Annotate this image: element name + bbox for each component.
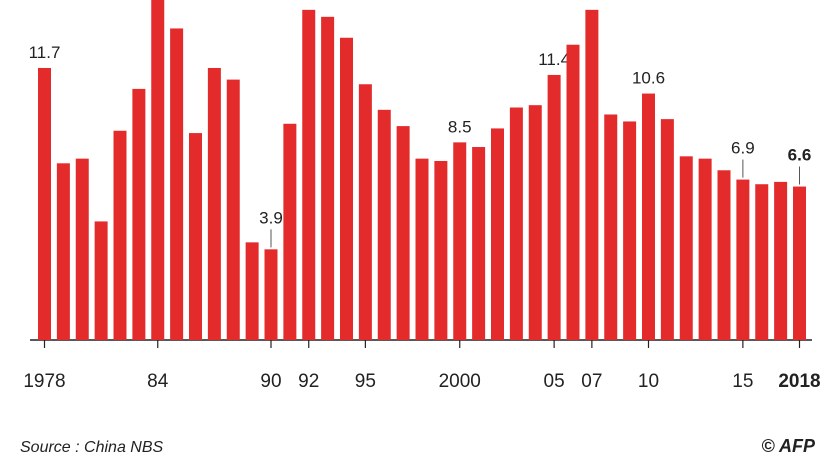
bar	[717, 170, 731, 340]
bar	[623, 121, 637, 340]
x-tick-label: 2018	[778, 371, 820, 392]
bar	[415, 158, 429, 340]
x-tick-label: 92	[298, 371, 319, 392]
x-tick-label: 15	[732, 371, 753, 392]
bar	[491, 128, 504, 340]
bar	[509, 107, 523, 340]
value-label: 3.9	[259, 208, 283, 227]
bar	[189, 133, 202, 340]
value-label: 11.4	[538, 50, 570, 69]
bar	[56, 163, 70, 340]
bar	[736, 179, 750, 340]
bar	[245, 242, 259, 340]
bar	[113, 130, 127, 340]
bar	[132, 88, 146, 341]
x-tick-label: 90	[260, 371, 281, 392]
bar	[170, 28, 184, 340]
value-label: 8.5	[448, 117, 472, 136]
bar	[396, 126, 410, 340]
bar	[38, 67, 51, 340]
bar	[679, 156, 693, 340]
value-label: 10.6	[632, 69, 665, 88]
bar	[660, 119, 674, 340]
bar	[226, 79, 240, 340]
bar	[547, 74, 561, 340]
x-tick-label: 07	[581, 371, 602, 392]
bar	[604, 114, 618, 340]
x-tick-label: 10	[638, 371, 659, 392]
bar	[528, 105, 542, 340]
value-label: 6.9	[731, 139, 755, 158]
value-label: 11.7	[29, 43, 61, 62]
x-tick-label: 05	[544, 371, 565, 392]
bar	[585, 9, 599, 340]
credit: © AFP	[761, 436, 816, 456]
x-tick-label: 84	[147, 371, 169, 392]
bar	[340, 37, 353, 340]
x-tick-label: 1978	[23, 371, 65, 392]
bar	[698, 158, 712, 340]
bar	[377, 109, 391, 340]
bar	[566, 44, 580, 340]
bar	[453, 142, 467, 340]
bar	[283, 123, 297, 341]
bar	[94, 221, 108, 340]
bar	[642, 93, 655, 340]
bar	[207, 67, 221, 340]
bar	[774, 181, 788, 340]
source: Source : China NBS	[20, 439, 164, 456]
x-tick-label: 2000	[439, 371, 481, 392]
bar	[302, 9, 316, 340]
bar	[755, 184, 769, 340]
x-tick-label: 95	[355, 371, 376, 392]
bar	[264, 249, 278, 340]
value-label: 14.2	[292, 0, 325, 4]
bar	[75, 158, 89, 340]
bar	[358, 84, 372, 340]
value-label: 6.6	[788, 146, 812, 165]
bar	[321, 16, 335, 340]
bar	[793, 186, 806, 340]
bar	[151, 0, 165, 340]
bar	[472, 147, 486, 340]
bar	[434, 160, 448, 340]
